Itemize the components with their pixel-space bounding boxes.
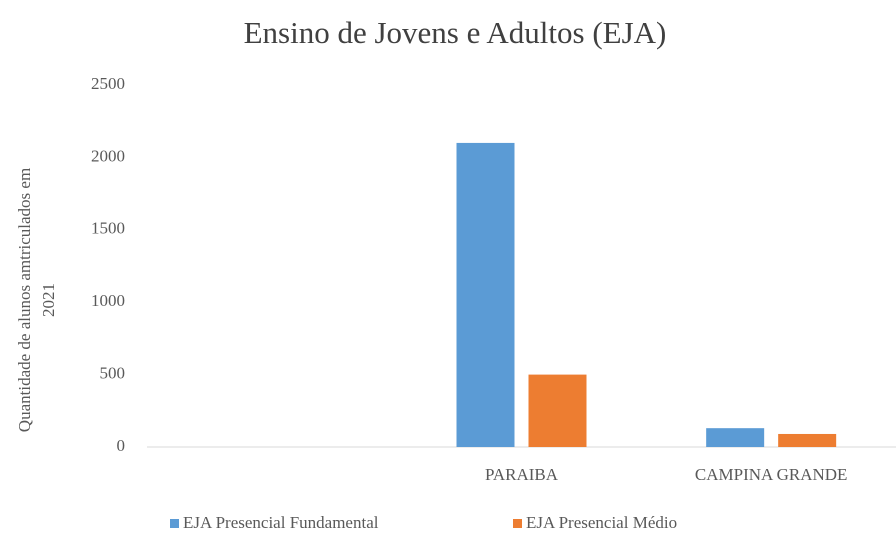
y-axis-label: Quantidade de alunos amtriculados em xyxy=(15,168,34,432)
y-tick-label: 1000 xyxy=(91,291,125,310)
legend-label: EJA Presencial Fundamental xyxy=(183,513,379,532)
x-tick-label: PARAIBA xyxy=(485,465,559,484)
y-tick-label: 500 xyxy=(100,364,126,383)
x-tick-label: CAMPINA GRANDE xyxy=(695,465,848,484)
y-tick-label: 2000 xyxy=(91,146,125,165)
bar xyxy=(778,433,837,447)
legend-label: EJA Presencial Médio xyxy=(526,513,677,532)
y-tick-label: 1500 xyxy=(91,219,125,238)
chart-title: Ensino de Jovens e Adultos (EJA) xyxy=(244,15,667,50)
y-axis-label: 2021 xyxy=(39,283,58,317)
bar xyxy=(528,374,587,447)
y-tick-label: 2500 xyxy=(91,74,125,93)
legend-swatch xyxy=(170,519,179,528)
legend-swatch xyxy=(513,519,522,528)
bar xyxy=(456,142,515,448)
y-tick-label: 0 xyxy=(117,436,126,455)
bar xyxy=(706,428,765,447)
